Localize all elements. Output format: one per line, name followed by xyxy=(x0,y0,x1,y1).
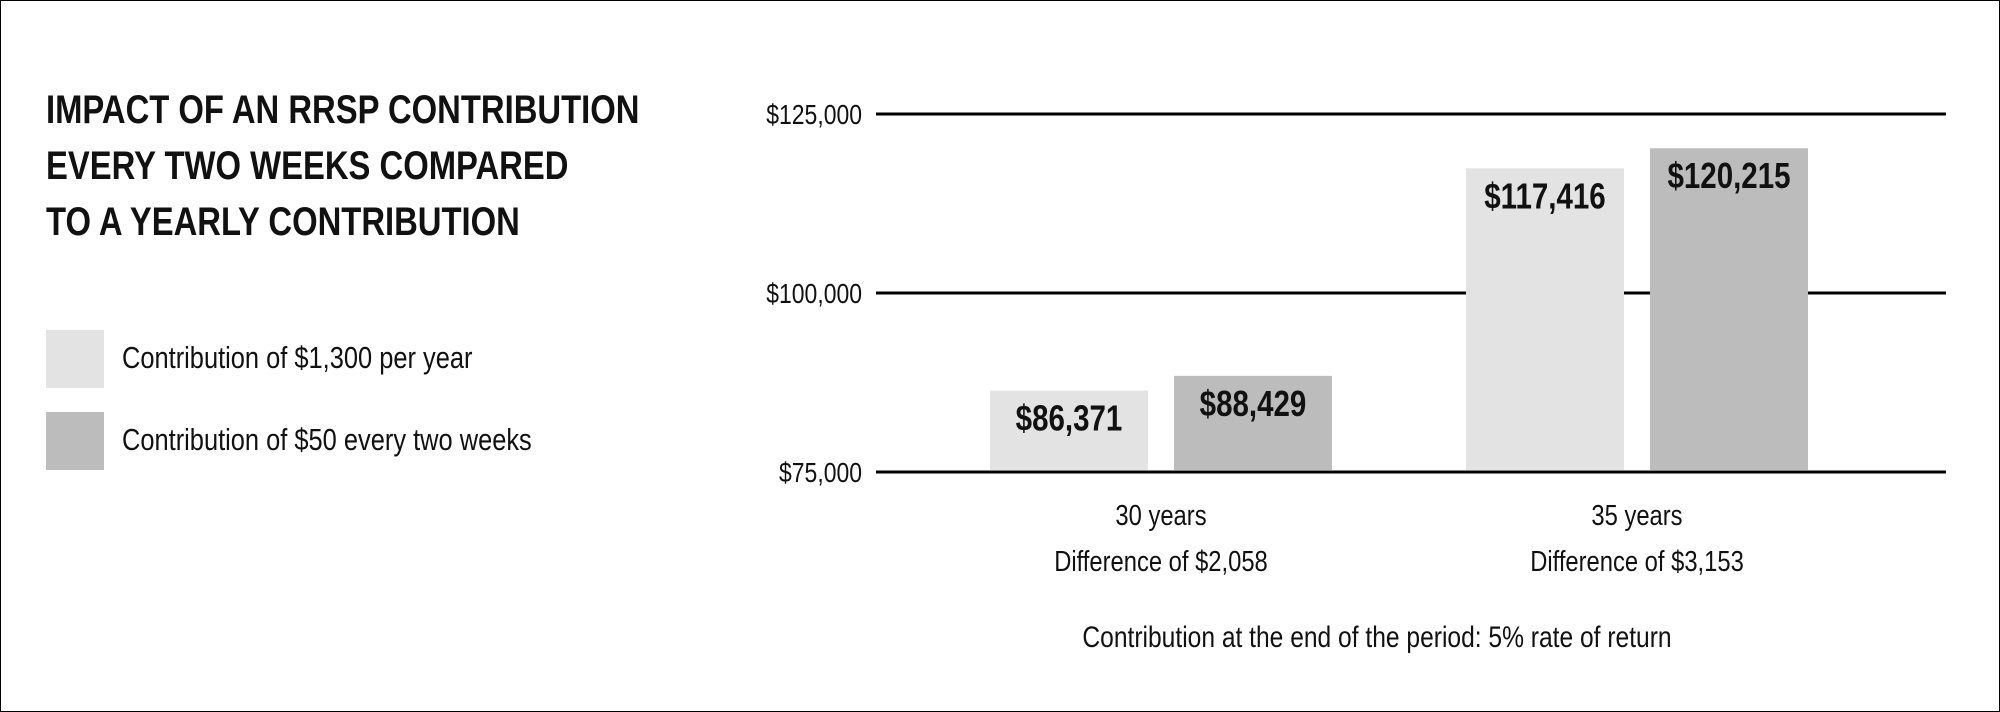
legend-swatch-biweekly xyxy=(46,412,104,470)
y-tick-label-0: $75,000 xyxy=(779,458,862,489)
chart-title-line-2: EVERY TWO WEEKS COMPARED xyxy=(46,144,569,188)
bar-0-1 xyxy=(1174,375,1332,470)
legend-label-yearly: Contribution of $1,300 per year xyxy=(122,340,473,375)
legend-swatch-yearly xyxy=(46,330,104,388)
bar-value-label-0-1: $88,429 xyxy=(1200,383,1307,423)
x-category-label-1: 35 years xyxy=(1591,499,1682,532)
x-axis-caption: Contribution at the end of the period: 5… xyxy=(1082,620,1671,654)
bar-1-0 xyxy=(1466,168,1624,470)
chart-title-line-3: TO A YEARLY CONTRIBUTION xyxy=(46,200,520,244)
bar-1-1 xyxy=(1650,148,1808,470)
x-category-sublabel-0: Difference of $2,058 xyxy=(1054,545,1268,578)
y-tick-label-2: $125,000 xyxy=(766,100,862,131)
chart-title-line-1: IMPACT OF AN RRSP CONTRIBUTION xyxy=(46,88,640,132)
x-category-sublabel-1: Difference of $3,153 xyxy=(1530,545,1744,578)
x-category-label-0: 30 years xyxy=(1115,499,1206,532)
bar-value-label-1-0: $117,416 xyxy=(1484,175,1605,215)
bar-value-label-0-0: $86,371 xyxy=(1016,398,1123,438)
y-tick-label-1: $100,000 xyxy=(766,279,862,310)
bar-value-label-1-1: $120,215 xyxy=(1667,155,1790,195)
bar-0-0 xyxy=(990,390,1148,470)
legend-label-biweekly: Contribution of $50 every two weeks xyxy=(122,422,532,457)
chart-title: IMPACT OF AN RRSP CONTRIBUTION EVERY TWO… xyxy=(46,82,640,250)
